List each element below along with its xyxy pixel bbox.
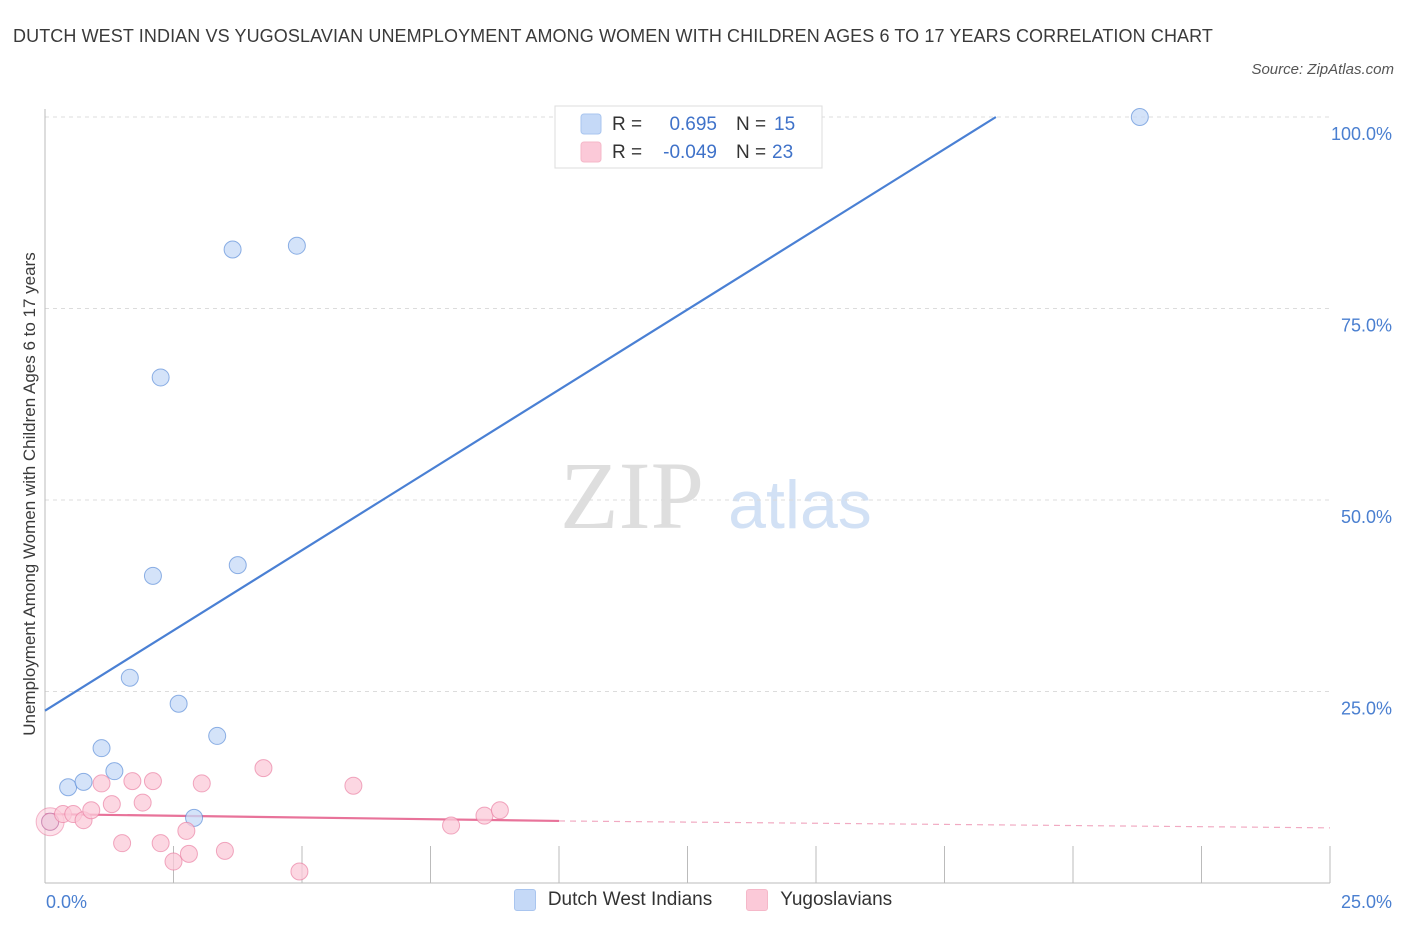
point-dutch-6 xyxy=(143,566,162,585)
point-dutch-4 xyxy=(105,762,124,781)
point-yugo-8 xyxy=(123,772,142,791)
point-dutch-13 xyxy=(287,236,306,255)
y-tick-label-3: 100.0% xyxy=(1331,124,1392,144)
trend-line-0 xyxy=(44,116,997,712)
point-yugo-13 xyxy=(177,821,196,840)
stats-n-label-dutch: N = xyxy=(736,114,766,135)
point-yugo-12 xyxy=(164,852,183,871)
stats-box: R = 0.695 N = 15 R = -0.049 N = 23 xyxy=(554,105,823,169)
point-yugo-14 xyxy=(179,844,198,863)
point-yugo-7 xyxy=(113,834,132,853)
x-tick-label-0: 0.0% xyxy=(46,892,87,912)
axes xyxy=(44,109,1331,884)
trend-line-dashed-1 xyxy=(558,820,1331,829)
trend-line-1 xyxy=(44,812,560,823)
watermark-atlas: atlas xyxy=(728,467,872,543)
stats-n-label-yugo: N = xyxy=(736,142,766,163)
point-yugo-9 xyxy=(133,793,152,812)
point-yugo-18 xyxy=(290,862,309,881)
point-yugo-17 xyxy=(254,759,273,778)
stats-swatch-dutch xyxy=(580,113,602,135)
y-tick-label-0: 25.0% xyxy=(1341,699,1392,719)
point-yugo-5 xyxy=(92,774,111,793)
trend-lines xyxy=(44,116,1331,829)
point-dutch-1 xyxy=(59,778,78,797)
source-label: Source: ZipAtlas.com xyxy=(1251,61,1394,78)
data-points xyxy=(35,108,1149,881)
legend-item-dutch: Dutch West Indians xyxy=(513,889,713,911)
point-dutch-3 xyxy=(92,739,111,758)
point-dutch-5 xyxy=(120,668,139,687)
point-dutch-7 xyxy=(151,368,170,387)
point-yugo-6 xyxy=(102,795,121,814)
chart-title: DUTCH WEST INDIAN VS YUGOSLAVIAN UNEMPLO… xyxy=(13,26,1214,46)
point-yugo-10 xyxy=(143,772,162,791)
point-dutch-14 xyxy=(1130,108,1149,126)
tick-labels: 25.0% 50.0% 75.0% 100.0% 0.0% 25.0% xyxy=(46,124,1392,912)
point-dutch-10 xyxy=(208,726,227,745)
point-yugo-4 xyxy=(82,801,101,820)
point-yugo-15 xyxy=(192,774,211,793)
point-yugo-11 xyxy=(151,834,170,853)
point-dutch-2 xyxy=(74,772,93,791)
legend-item-yugo: Yugoslavians xyxy=(746,889,892,911)
stats-n-value-yugo: 23 xyxy=(772,142,793,163)
y-tick-label-2: 75.0% xyxy=(1341,316,1392,336)
point-yugo-16 xyxy=(215,841,234,860)
stats-swatch-yugo xyxy=(580,141,602,163)
point-dutch-11 xyxy=(223,240,242,259)
point-dutch-12 xyxy=(228,556,247,575)
x-tick-label-1: 25.0% xyxy=(1341,892,1392,912)
stats-r-value-yugo: -0.049 xyxy=(663,142,717,163)
point-yugo-21 xyxy=(475,806,494,825)
stats-n-value-dutch: 15 xyxy=(774,114,795,135)
point-yugo-20 xyxy=(442,816,461,835)
stats-r-label-yugo: R = xyxy=(612,142,642,163)
gridlines xyxy=(45,116,1330,692)
point-dutch-8 xyxy=(169,694,188,713)
legend-swatch-dutch xyxy=(513,889,536,911)
stats-r-value-dutch: 0.695 xyxy=(669,114,717,135)
watermark-zip: ZIP xyxy=(560,442,704,549)
y-tick-label-1: 50.0% xyxy=(1341,507,1392,527)
legend-swatch-yugo xyxy=(746,889,769,911)
legend-label-dutch: Dutch West Indians xyxy=(547,889,713,910)
legend-label-yugo: Yugoslavians xyxy=(780,889,893,910)
point-yugo-19 xyxy=(344,776,363,795)
stats-r-label-dutch: R = xyxy=(612,114,642,135)
point-yugo-22 xyxy=(490,801,509,820)
legend: Dutch West Indians Yugoslavians xyxy=(0,889,1406,911)
